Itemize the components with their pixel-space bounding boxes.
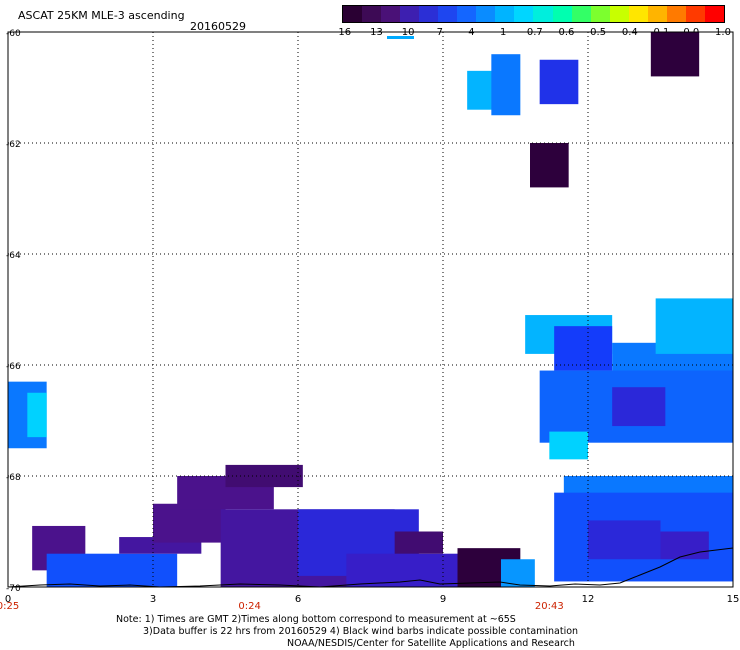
y-tick-label: -66 xyxy=(6,362,21,372)
data-region xyxy=(27,392,47,438)
chart-title: ASCAT 25KM MLE-3 ascending xyxy=(18,9,185,22)
time-label: 20:43 xyxy=(535,601,564,612)
colorbar-swatch xyxy=(476,6,496,22)
data-region xyxy=(394,531,443,554)
colorbar-swatch xyxy=(495,6,515,22)
note-line-3: NOAA/NESDIS/Center for Satellite Applica… xyxy=(287,638,575,649)
colorbar-swatch xyxy=(685,6,705,22)
colorbar-swatch xyxy=(343,6,363,22)
y-tick-label: -64 xyxy=(6,251,21,261)
note-line-1: Note: 1) Times are GMT 2)Times along bot… xyxy=(116,614,516,625)
colorbar-swatch xyxy=(533,6,553,22)
data-region xyxy=(530,143,569,188)
data-region xyxy=(588,520,661,560)
y-tick-label: -70 xyxy=(6,584,21,594)
colorbar-swatch xyxy=(647,6,667,22)
colorbar-swatch xyxy=(666,6,686,22)
data-region xyxy=(650,32,700,77)
colorbar-swatch xyxy=(419,6,439,22)
colorbar-swatch xyxy=(400,6,420,22)
y-tick-label: -62 xyxy=(6,140,21,150)
x-tick-label: 15 xyxy=(727,594,740,605)
x-tick-label: 9 xyxy=(440,594,446,605)
x-tick-label: 0 xyxy=(5,594,11,605)
note-line-2: 3)Data buffer is 22 hrs from 20160529 4)… xyxy=(143,626,579,637)
time-label: 0:24 xyxy=(238,601,260,612)
colorbar-swatch xyxy=(457,6,477,22)
colorbar-swatches xyxy=(343,6,724,22)
colorbar-swatch xyxy=(571,6,591,22)
data-region xyxy=(46,553,178,587)
colorbar-swatch xyxy=(438,6,458,22)
data-region xyxy=(655,298,733,354)
time-label: 0:25 xyxy=(0,601,19,612)
colorbar-swatch xyxy=(381,6,401,22)
y-tick-label: -68 xyxy=(6,473,21,483)
colorbar-swatch xyxy=(552,6,572,22)
x-tick-label: 3 xyxy=(150,594,156,605)
x-tick-label: 6 xyxy=(295,594,301,605)
colorbar-swatch xyxy=(362,6,382,22)
data-region xyxy=(612,387,666,427)
colorbar-marker xyxy=(387,36,414,39)
chart-date: 20160529 xyxy=(190,20,246,33)
data-region xyxy=(660,531,709,560)
colorbar-swatch xyxy=(704,6,724,22)
colorbar-swatch xyxy=(628,6,648,22)
data-region xyxy=(549,431,588,460)
y-tick-label: -60 xyxy=(6,29,21,39)
colorbar-swatch xyxy=(590,6,610,22)
data-region xyxy=(491,54,521,116)
colorbar-swatch xyxy=(609,6,629,22)
data-region xyxy=(554,326,613,371)
data-region xyxy=(153,503,226,543)
coastline xyxy=(7,547,734,588)
data-region xyxy=(539,59,579,105)
plot-frame xyxy=(7,31,734,588)
x-tick-label: 12 xyxy=(582,594,595,605)
colorbar xyxy=(342,5,725,23)
data-region xyxy=(501,559,535,587)
colorbar-swatch xyxy=(514,6,534,22)
